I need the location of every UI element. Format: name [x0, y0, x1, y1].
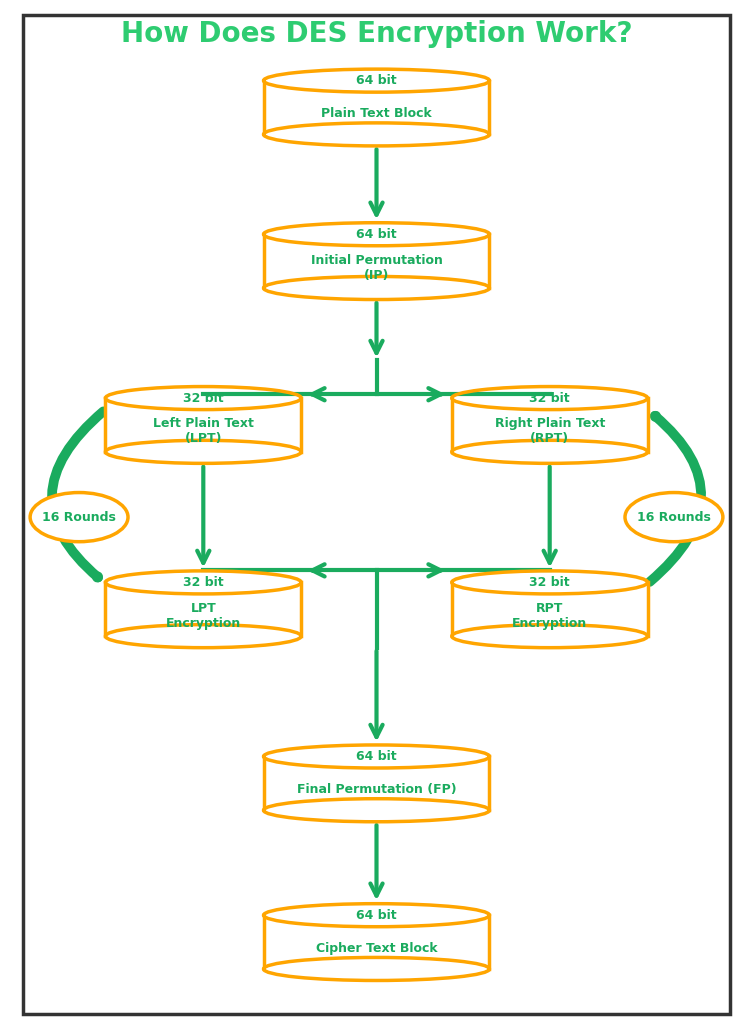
Bar [264, 757, 489, 810]
Ellipse shape [264, 276, 489, 299]
Text: 32 bit: 32 bit [529, 391, 570, 404]
Text: 32 bit: 32 bit [183, 575, 224, 589]
Text: 16 Rounds: 16 Rounds [637, 511, 711, 523]
FancyArrowPatch shape [650, 416, 701, 582]
Text: 64 bit: 64 bit [356, 750, 397, 763]
Bar [264, 915, 489, 969]
Ellipse shape [105, 625, 301, 647]
Text: 64 bit: 64 bit [356, 74, 397, 87]
Text: 64 bit: 64 bit [356, 908, 397, 922]
Ellipse shape [264, 799, 489, 821]
Text: How Does DES Encryption Work?: How Does DES Encryption Work? [120, 19, 633, 48]
Bar [264, 234, 489, 288]
Text: 16 Rounds: 16 Rounds [42, 511, 116, 523]
Text: Initial Permutation
(IP): Initial Permutation (IP) [310, 254, 443, 282]
Ellipse shape [264, 745, 489, 768]
Ellipse shape [452, 440, 648, 464]
Bar [264, 81, 489, 134]
Ellipse shape [264, 223, 489, 246]
Ellipse shape [452, 387, 648, 410]
Text: 32 bit: 32 bit [529, 575, 570, 589]
Ellipse shape [264, 957, 489, 981]
Ellipse shape [452, 571, 648, 594]
Ellipse shape [264, 123, 489, 146]
Ellipse shape [625, 493, 723, 542]
Ellipse shape [105, 387, 301, 410]
Text: RPT
Encryption: RPT Encryption [512, 602, 587, 630]
Text: Plain Text Block: Plain Text Block [321, 108, 432, 121]
FancyArrowPatch shape [52, 412, 103, 578]
Text: Right Plain Text
(RPT): Right Plain Text (RPT) [495, 418, 605, 445]
Ellipse shape [30, 493, 128, 542]
Bar [105, 398, 301, 452]
Text: Cipher Text Block: Cipher Text Block [316, 942, 437, 955]
Ellipse shape [105, 571, 301, 594]
Bar [452, 398, 648, 452]
Text: Left Plain Text
(LPT): Left Plain Text (LPT) [153, 418, 254, 445]
Ellipse shape [105, 440, 301, 464]
Ellipse shape [452, 625, 648, 647]
Text: 64 bit: 64 bit [356, 227, 397, 241]
Text: LPT
Encryption: LPT Encryption [166, 602, 241, 630]
Bar [105, 583, 301, 636]
Bar [452, 583, 648, 636]
Text: Final Permutation (FP): Final Permutation (FP) [297, 783, 456, 797]
FancyBboxPatch shape [23, 15, 730, 1014]
Ellipse shape [264, 70, 489, 92]
Ellipse shape [264, 903, 489, 927]
Text: 32 bit: 32 bit [183, 391, 224, 404]
